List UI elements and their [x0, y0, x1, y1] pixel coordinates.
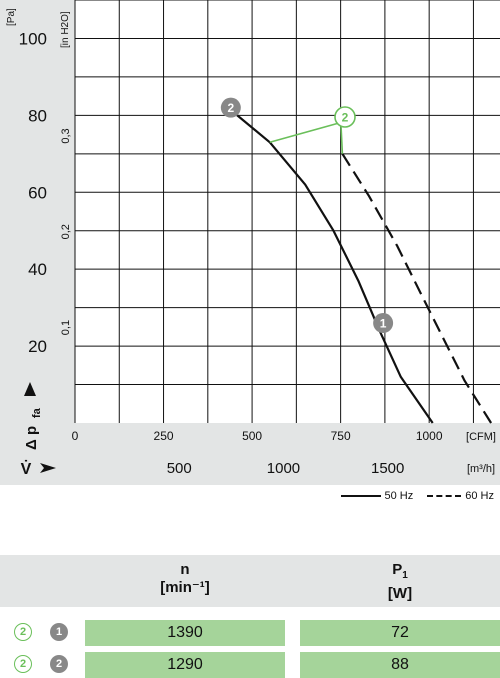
chart-legend: 50 Hz 60 Hz — [340, 490, 494, 502]
x-unit-cfm: [CFM] — [466, 431, 496, 443]
y-unit-inh2o: [in H2O] — [60, 11, 71, 48]
y-tick-label-pa: 80 — [28, 106, 47, 125]
power-value: 72 — [300, 620, 500, 646]
table-row: 2 1 1390 72 — [0, 620, 500, 646]
x-tick-label-cfm: 250 — [154, 429, 174, 443]
operating-point-1-icon — [373, 313, 394, 334]
speed-unit: [min⁻¹] — [160, 579, 210, 596]
x-axis-panel — [75, 423, 500, 485]
x-axis-label: V̇ — [21, 460, 32, 478]
table-header: n [min⁻¹] P1 [W] — [0, 555, 500, 607]
frequency-marker-icon: 2 — [14, 623, 32, 641]
x-tick-label-m3h: 1500 — [371, 460, 404, 477]
operating-point-1-label: 1 — [380, 317, 387, 331]
x-tick-label-m3h: 500 — [167, 460, 192, 477]
power-value: 88 — [300, 652, 500, 678]
speed-value: 1390 — [85, 620, 285, 646]
operating-point-marker-icon: 1 — [50, 623, 68, 641]
power-unit: [W] — [387, 585, 413, 602]
operating-point-marker-icon: 2 — [50, 655, 68, 673]
x-tick-label-cfm: 500 — [242, 429, 262, 443]
callout-line-60hz — [340, 124, 344, 154]
legend-item-60hz: 60 Hz — [427, 490, 494, 502]
callout-label: 2 — [342, 111, 349, 125]
x-tick-label-cfm: 0 — [72, 429, 79, 443]
y-tick-label-inh2o: 0,2 — [60, 224, 72, 239]
y-tick-label-pa: 60 — [28, 183, 47, 202]
x-axis-arrow-icon — [40, 463, 56, 473]
y-tick-label-pa: 40 — [28, 260, 47, 279]
speed-symbol: n — [180, 561, 190, 578]
x-tick-label-cfm: 1000 — [416, 429, 443, 443]
x-tick-label-cfm: 750 — [331, 429, 351, 443]
y-tick-label-inh2o: 0,3 — [60, 128, 72, 143]
y-tick-label-pa: 20 — [28, 337, 47, 356]
operating-point-2-label: 2 — [227, 101, 234, 115]
legend-50hz-label: 50 Hz — [384, 490, 414, 502]
speed-column-header: n [min⁻¹] — [85, 561, 285, 597]
y-tick-label-pa: 100 — [19, 29, 47, 48]
y-axis-panel — [0, 0, 75, 485]
y-tick-label-inh2o: 0,1 — [60, 320, 72, 335]
legend-60hz-label: 60 Hz — [465, 490, 494, 502]
fan-curve-chart: 20 40 60 80 100 [Pa] 0,1 0,2 0,3 [in H2O] Δ p fa 0 25… — [0, 0, 500, 485]
power-symbol: P1 — [392, 561, 408, 581]
curve-60hz — [341, 153, 493, 424]
plot-area — [75, 0, 500, 423]
speed-value: 1290 — [85, 652, 285, 678]
power-column-header: P1 [W] — [300, 561, 500, 603]
legend-item-50hz: 50 Hz — [340, 490, 414, 502]
table-row: 2 2 1290 88 — [0, 652, 500, 678]
y-axis-label: Δ p — [23, 426, 40, 450]
frequency-marker-icon: 2 — [14, 655, 32, 673]
x-unit-m3h: [m³/h] — [467, 463, 495, 475]
x-tick-label-m3h: 1000 — [267, 460, 300, 477]
legend-solid-line-icon — [340, 495, 381, 497]
legend-dashed-line-icon — [427, 495, 462, 497]
y-unit-pa: [Pa] — [6, 8, 17, 26]
curve-50hz — [231, 110, 434, 424]
callout-line-50hz — [269, 122, 340, 144]
y-axis-label-subscript: fa — [31, 407, 43, 418]
y-axis-arrow-icon — [24, 382, 36, 396]
operating-point-2-icon — [220, 97, 241, 118]
callout-circle-icon — [334, 106, 356, 128]
